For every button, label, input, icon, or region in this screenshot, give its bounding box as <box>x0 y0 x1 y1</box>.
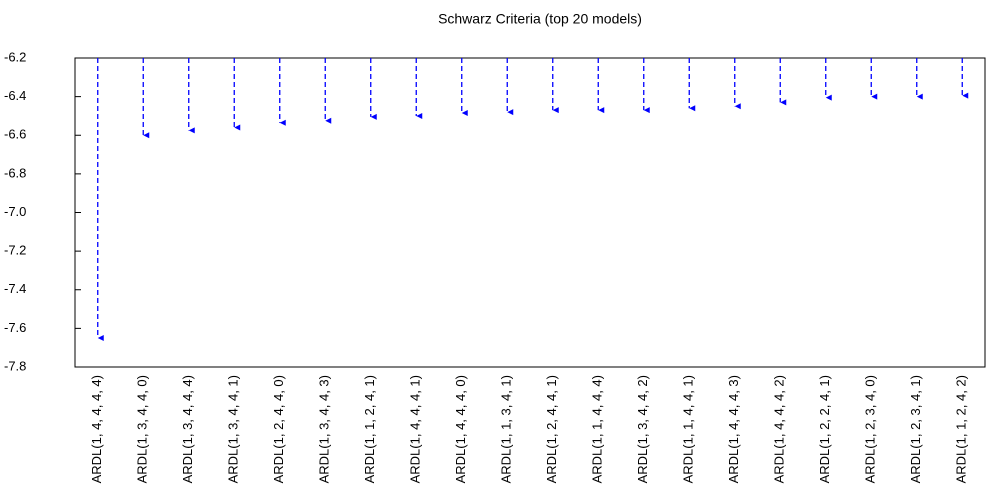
x-tick-label: ARDL(1, 1, 4, 4, 4) <box>590 375 605 483</box>
x-tick-label: ARDL(1, 3, 4, 4, 0) <box>135 375 150 483</box>
x-tick-label: ARDL(1, 3, 4, 4, 3) <box>317 375 332 483</box>
y-tick-label: -6.8 <box>4 165 26 180</box>
x-tick-label: ARDL(1, 4, 4, 4, 4) <box>89 375 104 483</box>
x-tick-label: ARDL(1, 1, 2, 4, 2) <box>954 375 969 483</box>
x-tick-label: ARDL(1, 3, 4, 4, 2) <box>635 375 650 483</box>
y-tick-label: -7.6 <box>4 320 26 335</box>
y-tick-label: -6.4 <box>4 88 26 103</box>
x-tick-label: ARDL(1, 2, 3, 4, 1) <box>908 375 923 483</box>
y-tick-label: -6.2 <box>4 49 26 64</box>
x-tick-label: ARDL(1, 4, 4, 4, 2) <box>772 375 787 483</box>
x-tick-label: ARDL(1, 2, 4, 4, 0) <box>271 375 286 483</box>
y-tick-label: -7.8 <box>4 358 26 373</box>
y-tick-label: -7.0 <box>4 204 26 219</box>
y-tick-label: -6.6 <box>4 127 26 142</box>
x-tick-label: ARDL(1, 2, 3, 4, 0) <box>863 375 878 483</box>
x-tick-label: ARDL(1, 4, 4, 4, 3) <box>726 375 741 483</box>
x-tick-label: ARDL(1, 3, 4, 4, 1) <box>226 375 241 483</box>
x-tick-label: ARDL(1, 4, 4, 4, 1) <box>408 375 423 483</box>
x-tick-label: ARDL(1, 2, 2, 4, 1) <box>817 375 832 483</box>
x-tick-label: ARDL(1, 3, 4, 4, 4) <box>180 375 195 483</box>
x-tick-label: ARDL(1, 1, 3, 4, 1) <box>499 375 514 483</box>
chart-title: Schwarz Criteria (top 20 models) <box>438 11 642 27</box>
y-tick-label: -7.2 <box>4 243 26 258</box>
plot-frame <box>74 57 986 368</box>
y-tick-label: -7.4 <box>4 281 26 296</box>
x-tick-label: ARDL(1, 1, 2, 4, 1) <box>362 375 377 483</box>
x-tick-label: ARDL(1, 4, 4, 4, 0) <box>453 375 468 483</box>
x-tick-label: ARDL(1, 1, 4, 4, 1) <box>681 375 696 483</box>
x-tick-label: ARDL(1, 2, 4, 4, 1) <box>544 375 559 483</box>
